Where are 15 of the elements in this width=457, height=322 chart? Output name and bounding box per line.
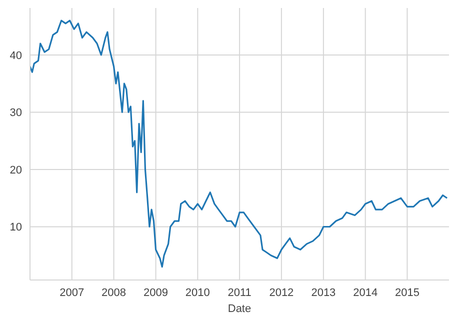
y-tick-label: 20 <box>10 164 22 176</box>
x-tick-label: 2007 <box>60 286 84 299</box>
x-tick-label: 2011 <box>228 286 252 299</box>
x-axis-title: Date <box>228 303 252 315</box>
x-tick-label: 2014 <box>353 286 378 299</box>
x-tick-label: 2013 <box>311 286 336 299</box>
x-tick-label: 2012 <box>269 286 294 299</box>
x-tick-label: 2015 <box>394 286 420 299</box>
y-tick-label: 30 <box>10 107 22 120</box>
x-tick-label: 2008 <box>102 286 126 299</box>
y-tick-label: 10 <box>10 222 22 234</box>
x-tick-label: 2010 <box>185 286 210 299</box>
x-tick-label: 2009 <box>144 286 168 299</box>
y-tick-label: 40 <box>10 50 22 62</box>
line-series <box>30 20 448 268</box>
